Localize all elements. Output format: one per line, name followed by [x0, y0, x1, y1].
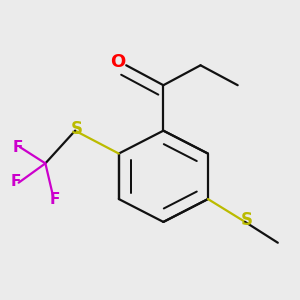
Text: O: O [110, 53, 125, 71]
Text: F: F [11, 174, 21, 189]
Text: S: S [241, 212, 253, 230]
Text: F: F [12, 140, 22, 154]
Text: F: F [50, 192, 60, 207]
Text: S: S [70, 120, 83, 138]
